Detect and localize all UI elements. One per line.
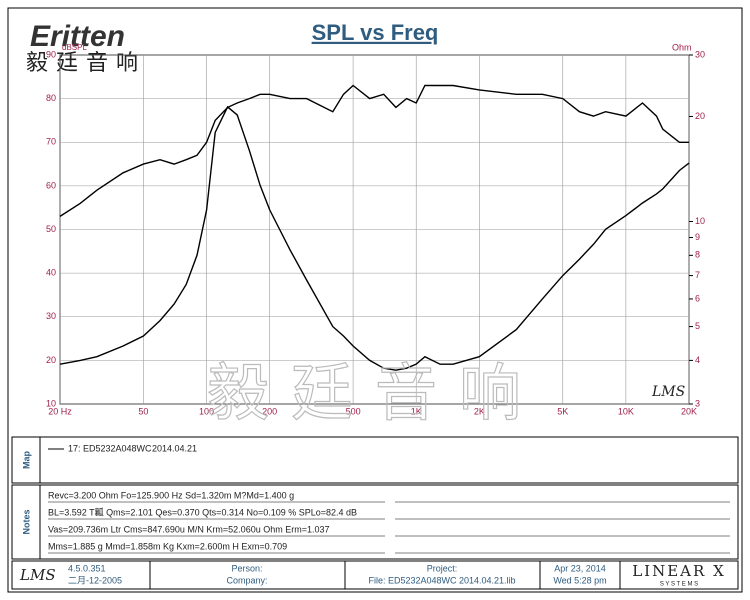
file: File: ED5232A048WC 2014.04.21.lib <box>368 575 515 585</box>
vendor-sub: S Y S T E M S <box>660 582 698 588</box>
y2-label: Ohm <box>672 42 692 52</box>
footer <box>11 560 739 590</box>
footer-lms: LMS <box>19 566 56 584</box>
y2-tick-label: 6 <box>695 293 700 303</box>
y2-tick-label: 4 <box>695 355 700 365</box>
y-tick-label: 80 <box>46 93 56 103</box>
vendor: LINEAR X <box>632 562 726 580</box>
y-tick-label: 30 <box>46 311 56 321</box>
x-tick-label: 100 <box>199 406 214 416</box>
time: Wed 5:28 pm <box>553 575 606 585</box>
y-tick-label: 10 <box>46 398 56 408</box>
x-tick-label: 20K <box>681 406 697 416</box>
logo: Eritten <box>30 20 125 53</box>
note-line: Vas=209.736m Ltr Cms=847.690u M/N Krm=52… <box>48 524 329 534</box>
person: Person: <box>231 563 262 573</box>
y-tick-label: 70 <box>46 137 56 147</box>
series-line <box>59 105 690 371</box>
note-line: Mms=1.885 g Mmd=1.858m Kg Kxm=2.600m H E… <box>48 541 287 551</box>
x-tick-label: 2K <box>474 406 485 416</box>
x-tick-label: 50 <box>138 406 148 416</box>
project: Project: <box>427 563 458 573</box>
map-label: Map <box>21 450 31 469</box>
x-tick-label: 5K <box>557 406 568 416</box>
company: Company: <box>226 575 267 585</box>
y2-tick-label: 5 <box>695 321 700 331</box>
x-tick-label: 1K <box>411 406 422 416</box>
x-tick-label: 200 <box>262 406 277 416</box>
y-tick-label: 40 <box>46 268 56 278</box>
legend-date: 2014.04.21 <box>152 443 197 453</box>
logo-cn: 毅廷音响 <box>26 50 146 75</box>
version: 4.5.0.351 <box>68 563 106 573</box>
x-tick-label: 10K <box>618 406 634 416</box>
frame <box>7 7 743 593</box>
y2-tick-label: 7 <box>695 270 700 280</box>
date: Apr 23, 2014 <box>554 563 606 573</box>
x-tick-label: 20 Hz <box>48 406 72 416</box>
x-tick-label: 500 <box>346 406 361 416</box>
notes-label: Notes <box>21 509 31 534</box>
y-tick-label: 50 <box>46 224 56 234</box>
y-label: dBSPL <box>62 43 87 52</box>
map-panel <box>11 436 739 484</box>
y2-tick-label: 10 <box>695 216 705 226</box>
chart-title: SPL vs Freq <box>312 20 439 45</box>
y2-tick-label: 20 <box>695 111 705 121</box>
build-date: 二月-12-2005 <box>68 575 122 585</box>
watermark: 毅廷音响 <box>207 359 543 428</box>
y2-tick-label: 30 <box>695 49 705 59</box>
y-tick-label: 60 <box>46 180 56 190</box>
y2-tick-label: 8 <box>695 250 700 260</box>
brand-mark: LMS <box>651 384 685 400</box>
note-line: BL=3.592 T瓤 Qms=2.101 Qes=0.370 Qts=0.31… <box>48 506 357 517</box>
y-tick-label: 20 <box>46 355 56 365</box>
legend-entry: 17: ED5232A048WC <box>68 443 152 453</box>
y2-tick-label: 3 <box>695 398 700 408</box>
y2-tick-label: 9 <box>695 232 700 242</box>
series-line <box>59 84 689 217</box>
y-tick-label: 90 <box>46 49 56 59</box>
notes-panel <box>11 484 739 560</box>
note-line: Revc=3.200 Ohm Fo=125.900 Hz Sd=1.320m M… <box>48 490 294 500</box>
